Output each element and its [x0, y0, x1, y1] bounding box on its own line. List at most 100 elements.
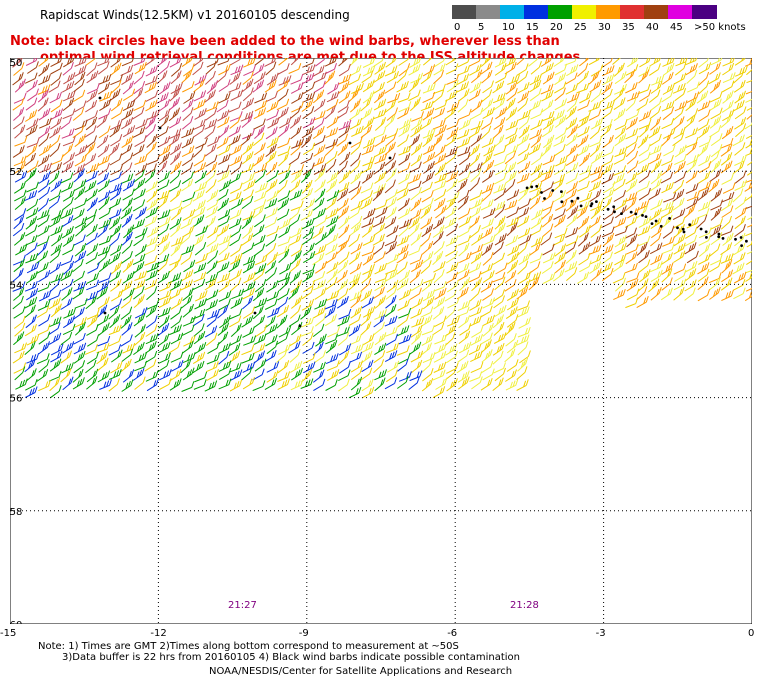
wind-barb	[458, 88, 470, 102]
black-circle	[530, 185, 534, 189]
wind-barb	[588, 180, 602, 193]
wind-barb	[518, 198, 531, 210]
wind-barb	[15, 243, 28, 256]
wind-barb	[108, 208, 122, 220]
wind-barb	[565, 133, 578, 147]
wind-barb	[744, 121, 752, 130]
wind-barb	[493, 117, 506, 130]
wind-barb	[180, 231, 192, 245]
wind-barb	[649, 58, 661, 67]
wind-barb	[12, 58, 23, 68]
wind-barb	[312, 155, 326, 167]
black-circle	[699, 227, 703, 231]
wind-barb	[337, 100, 350, 113]
wind-barb	[144, 243, 157, 256]
wind-barb	[180, 217, 193, 230]
legend-swatch	[620, 5, 645, 19]
wind-barb	[205, 60, 217, 75]
wind-barb	[420, 117, 433, 130]
wind-barb	[601, 88, 613, 102]
wind-barb	[566, 64, 579, 77]
wind-barb	[433, 70, 444, 85]
wind-barb	[506, 216, 520, 228]
wind-barb	[111, 107, 124, 120]
wind-barb	[601, 73, 615, 86]
wind-barb	[494, 172, 507, 185]
wind-barb	[432, 83, 446, 95]
wind-barb	[170, 142, 182, 156]
wind-barb	[27, 88, 39, 102]
wind-barb	[254, 163, 268, 174]
wind-barb	[746, 114, 752, 120]
wind-barb	[182, 81, 195, 93]
wind-barb	[98, 196, 110, 211]
wind-barb	[338, 170, 351, 184]
wind-barb	[204, 118, 218, 130]
wind-barb	[277, 190, 291, 203]
wind-barb	[13, 215, 25, 230]
wind-barb	[555, 155, 568, 167]
black-circle	[676, 226, 679, 230]
wind-barb	[710, 199, 723, 211]
wind-barb	[326, 233, 339, 246]
wind-barb	[217, 116, 230, 129]
wind-barb	[625, 97, 637, 112]
wind-barb	[614, 133, 627, 147]
wind-barb	[14, 196, 26, 210]
black-circle	[576, 196, 580, 200]
wind-barb	[434, 162, 447, 176]
wind-barb	[662, 58, 675, 67]
wind-barb	[709, 91, 723, 103]
wind-barb	[14, 170, 28, 183]
wind-barb	[374, 171, 387, 184]
wind-barb	[673, 126, 686, 139]
wind-barb	[541, 142, 553, 157]
x-tick-label: 0	[748, 628, 755, 639]
wind-barb	[386, 225, 399, 238]
wind-barb	[158, 98, 170, 112]
wind-barb	[734, 215, 746, 230]
wind-barb	[182, 107, 194, 121]
wind-barb	[302, 58, 315, 68]
wind-barb	[350, 242, 363, 255]
wind-barb	[109, 182, 123, 194]
wind-barb	[86, 62, 98, 77]
wind-barb	[410, 153, 423, 167]
wind-barb	[228, 191, 242, 203]
wind-barb	[313, 244, 327, 256]
legend-swatch	[668, 5, 693, 19]
wind-barb	[373, 223, 386, 236]
wind-barb	[626, 135, 639, 149]
wind-barb	[396, 188, 409, 201]
wind-barb	[338, 215, 350, 230]
wind-barb	[422, 151, 436, 165]
wind-barb	[38, 63, 50, 77]
wind-barb	[230, 182, 243, 194]
wind-barb	[121, 152, 134, 166]
wind-barb	[732, 161, 745, 175]
wind-barb	[348, 206, 361, 220]
wind-barb	[505, 107, 518, 121]
wind-barb	[470, 244, 484, 256]
wind-barb	[697, 118, 710, 131]
wind-barb	[649, 152, 662, 165]
wind-barb	[63, 152, 75, 166]
wind-barb	[216, 136, 229, 149]
wind-barb	[170, 206, 183, 221]
black-circle	[650, 222, 654, 226]
wind-barb	[135, 206, 147, 220]
wind-barb	[542, 154, 556, 166]
wind-barb	[613, 165, 627, 176]
wind-barb	[721, 126, 734, 140]
wind-barb	[445, 63, 459, 75]
wind-barb	[50, 116, 63, 130]
wind-barb	[710, 206, 722, 221]
black-circle	[629, 210, 633, 214]
wind-barb	[638, 170, 651, 184]
y-tick-label: -50	[10, 58, 22, 69]
wind-barb	[144, 124, 156, 139]
wind-barb	[445, 235, 459, 247]
wind-barb	[326, 115, 339, 129]
black-circle	[654, 219, 658, 223]
wind-barb	[494, 215, 506, 230]
